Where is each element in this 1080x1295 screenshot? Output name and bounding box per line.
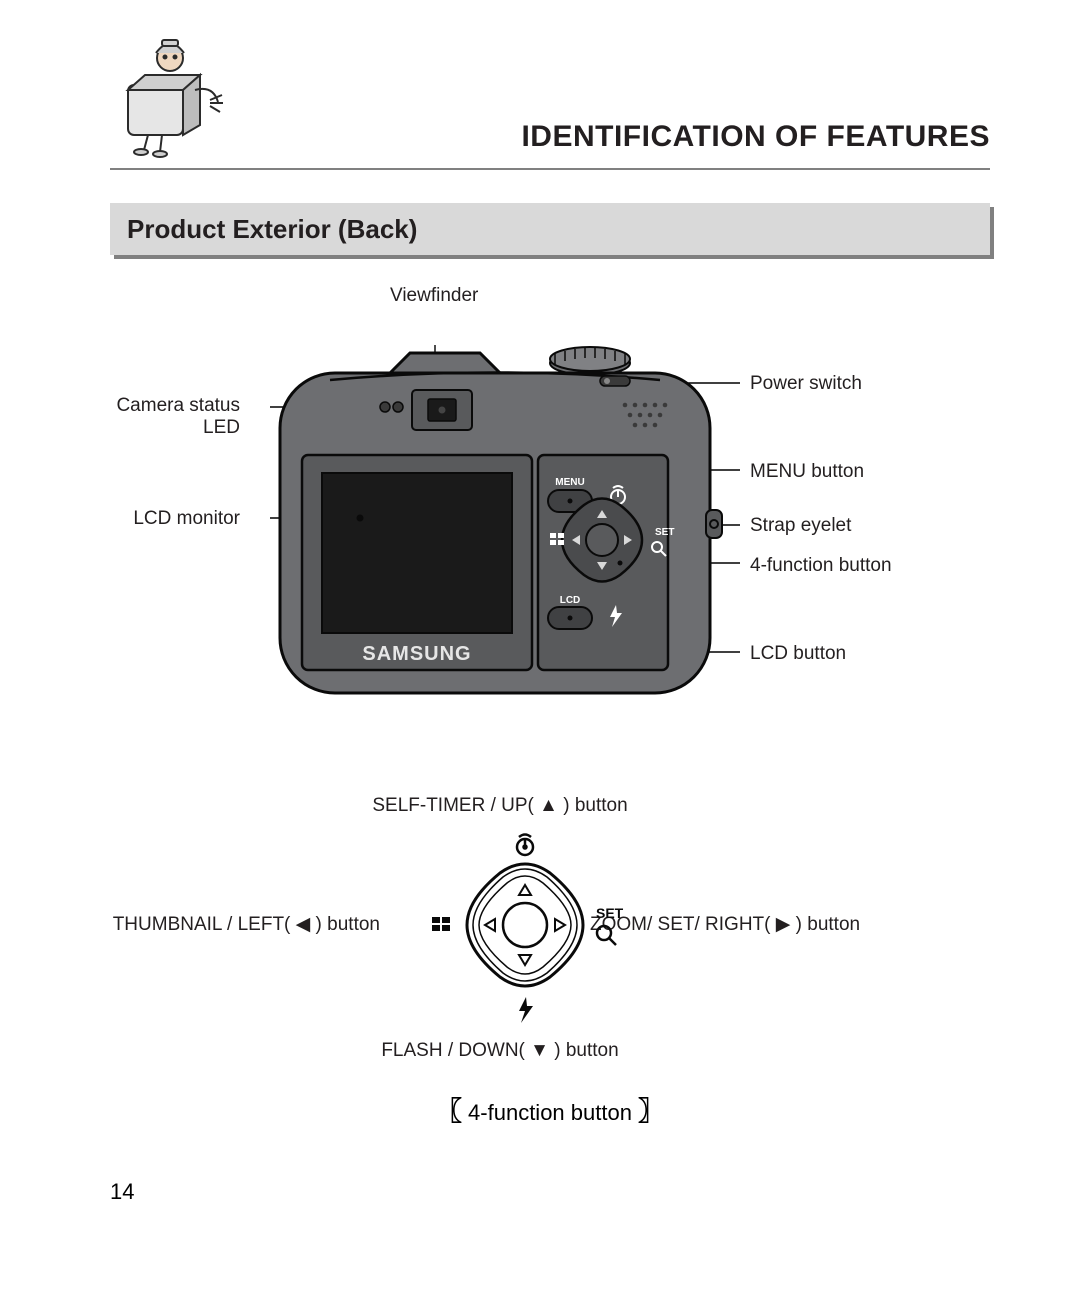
label-lcd-monitor: LCD monitor [100, 508, 240, 530]
page-header: IDENTIFICATION OF FEATURES [110, 40, 990, 185]
svg-text:MENU: MENU [555, 477, 584, 488]
flash-icon [519, 997, 533, 1023]
label-camera-status: Camera status [100, 395, 240, 417]
label-four-function: 4-function button [750, 555, 892, 577]
label-up-button: SELF-TIMER / UP( ▲ ) button [350, 795, 650, 817]
mascot-icon [110, 30, 230, 160]
label-camera-status-led: LED [100, 417, 240, 439]
label-viewfinder: Viewfinder [390, 285, 478, 307]
camera-back-illustration: SAMSUNG MENU [270, 345, 740, 715]
label-down-button: FLASH / DOWN( ▼ ) button [360, 1040, 640, 1062]
four-function-detail: SELF-TIMER / UP( ▲ ) button THUMBNAIL / … [110, 785, 990, 1145]
brand-text: SAMSUNG [362, 643, 471, 665]
page-title: IDENTIFICATION OF FEATURES [521, 120, 990, 154]
self-timer-icon [517, 835, 533, 856]
strap-eyelet-icon [706, 510, 722, 538]
four-function-title: 〖 4-function button 〗 [110, 1091, 990, 1128]
label-left-button: THUMBNAIL / LEFT( ◀ ) button [100, 913, 380, 936]
camera-diagram: Viewfinder Camera status LED LCD monitor… [110, 265, 990, 785]
page-number: 14 [110, 1179, 134, 1205]
label-power-switch: Power switch [750, 373, 862, 395]
thumbnail-icon [432, 917, 450, 931]
status-led-icon [380, 402, 390, 412]
lcd-screen-icon [322, 473, 512, 633]
label-menu-button: MENU button [750, 461, 864, 483]
manual-page: IDENTIFICATION OF FEATURES Product Exter… [0, 0, 1080, 1295]
set-label: SET [655, 527, 674, 538]
title-rule [110, 168, 990, 170]
section-title: Product Exterior (Back) [110, 203, 990, 255]
mode-dial-icon [550, 347, 630, 375]
label-lcd-button: LCD button [750, 643, 846, 665]
set-label: SET [596, 905, 624, 921]
four-function-pad-large: SET [410, 825, 640, 1025]
magnifier-icon [597, 926, 616, 945]
lcd-button-icon [548, 607, 592, 629]
label-strap-eyelet: Strap eyelet [750, 515, 851, 537]
section-header: Product Exterior (Back) [110, 203, 990, 255]
lcd-label-text: LCD [560, 595, 581, 606]
